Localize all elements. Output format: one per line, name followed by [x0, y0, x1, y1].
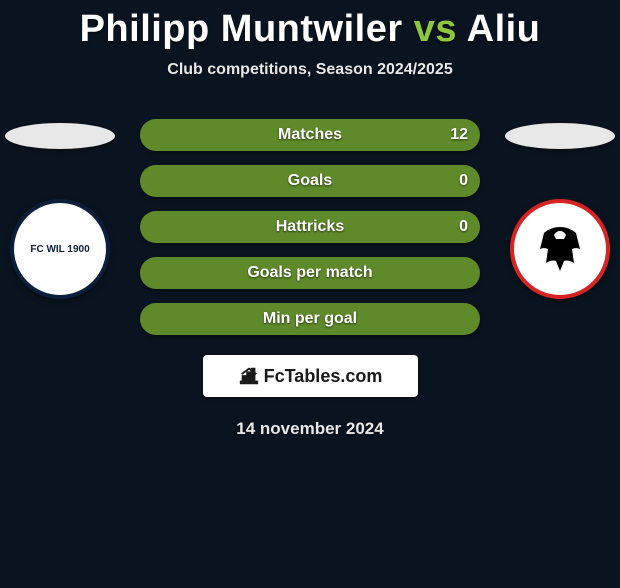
bar-gpm-label: Goals per match [247, 264, 372, 282]
source-name: FcTables.com [264, 366, 383, 387]
eagle-icon [530, 219, 590, 279]
left-club-name: FC WIL 1900 [30, 244, 89, 255]
source-logo-text: FcTables.com [238, 365, 383, 387]
chart-icon [238, 365, 260, 387]
bar-hattricks-right: 0 [459, 218, 468, 236]
left-player-column: FC WIL 1900 [0, 119, 120, 299]
bar-min-per-goal: Min per goal [140, 303, 480, 335]
left-club-badge: FC WIL 1900 [10, 199, 110, 299]
player2-name: Aliu [467, 8, 541, 50]
bar-goals: Goals 0 [140, 165, 480, 197]
subtitle: Club competitions, Season 2024/2025 [0, 61, 620, 79]
bar-matches-right: 12 [450, 126, 468, 144]
source-logo: FcTables.com [203, 355, 418, 397]
bar-goals-per-match: Goals per match [140, 257, 480, 289]
bar-matches: Matches 12 [140, 119, 480, 151]
player1-name: Philipp Muntwiler [80, 8, 403, 50]
bar-matches-label: Matches [278, 126, 342, 144]
comparison-title: Philipp Muntwiler vs Aliu [0, 8, 620, 51]
bar-hattricks-label: Hattricks [276, 218, 344, 236]
stat-bars: Matches 12 Goals 0 Hattricks 0 Goals per… [140, 119, 480, 335]
vs-separator: vs [414, 8, 457, 50]
bar-hattricks: Hattricks 0 [140, 211, 480, 243]
date-label: 14 november 2024 [0, 419, 620, 439]
right-flag-icon [505, 123, 615, 149]
bar-goals-label: Goals [288, 172, 332, 190]
left-flag-icon [5, 123, 115, 149]
bar-mpg-label: Min per goal [263, 310, 357, 328]
bar-goals-right: 0 [459, 172, 468, 190]
right-player-column [500, 119, 620, 299]
right-club-badge [510, 199, 610, 299]
content-area: FC WIL 1900 Matches 12 Goals 0 Hattricks [0, 119, 620, 439]
